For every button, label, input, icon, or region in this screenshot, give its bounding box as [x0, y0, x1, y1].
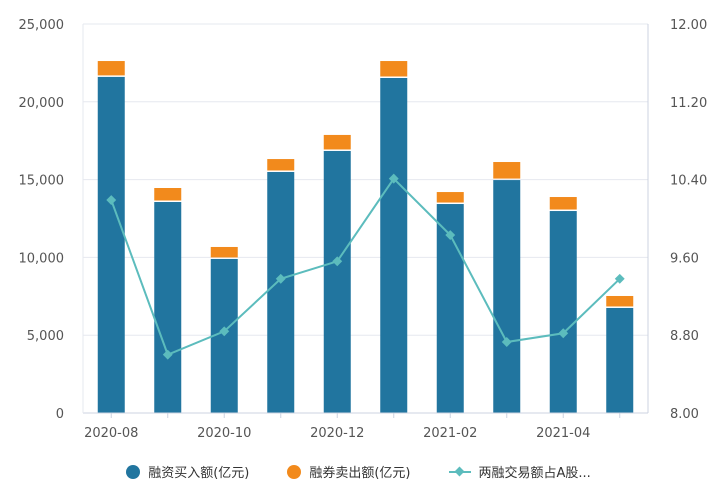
- chart: 0 5,000 10,000 15,000 20,000 25,000 8.00 8.80 9.…: [19, 18, 708, 441]
- y-left-tick-label: 5,000: [27, 329, 64, 344]
- ratio-line: [110, 177, 621, 356]
- y-left-tick-label: 10,000: [19, 251, 65, 266]
- ratio-point: [614, 273, 625, 284]
- legend-item-ratio[interactable]: 两融交易额占A股...: [448, 462, 591, 481]
- ratio-point: [445, 230, 456, 240]
- y-right-tick-label: 8.00: [670, 407, 699, 422]
- y-right-tick-label: 10.40: [670, 174, 707, 189]
- ratio-point: [501, 337, 512, 347]
- y-right-tick-label: 11.20: [670, 96, 707, 111]
- bar-sell: [267, 159, 295, 171]
- x-tick-label: 2020-12: [310, 426, 364, 441]
- bar-sell: [606, 295, 634, 307]
- y-right-tick-label: 8.80: [670, 329, 699, 344]
- y-left-tick-label: 0: [56, 407, 64, 422]
- ratio-point: [332, 256, 343, 267]
- legend-marker: [448, 465, 471, 479]
- legend-label: 融资买入额(亿元): [148, 466, 250, 481]
- legend-label: 两融交易额占A股...: [478, 466, 591, 481]
- legend-item-buy[interactable]: 融资买入额(亿元): [126, 462, 249, 481]
- bar-buy: [493, 180, 521, 413]
- ratio-point: [275, 273, 286, 284]
- ratio-point: [106, 195, 117, 205]
- bar-sell: [493, 162, 521, 179]
- bar-sell: [549, 197, 577, 210]
- legend-marker: [287, 464, 302, 479]
- bar-sell: [154, 188, 182, 201]
- y-left-tick-label: 20,000: [19, 96, 65, 111]
- bar-buy: [549, 211, 577, 413]
- x-tick-label: 2020-08: [84, 426, 138, 441]
- legend: 融资买入额(亿元) 融券卖出额(亿元) 两融交易额占A股...: [0, 462, 717, 481]
- ratio-point: [388, 173, 399, 184]
- legend-item-sell[interactable]: 融券卖出额(亿元): [287, 462, 411, 481]
- y-right-tick-label: 12.00: [670, 18, 707, 33]
- ratio-point: [219, 326, 230, 337]
- y-left-tick-label: 25,000: [19, 18, 65, 33]
- x-tick-label: 2020-10: [197, 426, 251, 441]
- legend-label: 融券卖出额(亿元): [309, 466, 411, 481]
- bar-sell: [323, 134, 351, 150]
- bar-buy: [267, 171, 295, 413]
- bar-sell: [380, 61, 408, 77]
- bar-buy: [606, 307, 634, 413]
- bar-buy: [97, 76, 125, 414]
- bar-sell: [97, 61, 125, 76]
- bar-sell: [436, 192, 464, 203]
- ratio-point: [558, 328, 569, 339]
- bar-buy: [380, 77, 408, 414]
- bar-buy: [323, 150, 351, 413]
- ratio-point: [162, 349, 173, 360]
- x-tick-label: 2021-02: [423, 426, 477, 441]
- y-right-tick-label: 9.60: [670, 251, 699, 266]
- bar-sell: [210, 246, 238, 258]
- bar-buy: [154, 202, 182, 413]
- y-left-tick-label: 15,000: [19, 174, 65, 189]
- legend-marker: [126, 464, 141, 479]
- x-tick-label: 2021-04: [536, 426, 590, 441]
